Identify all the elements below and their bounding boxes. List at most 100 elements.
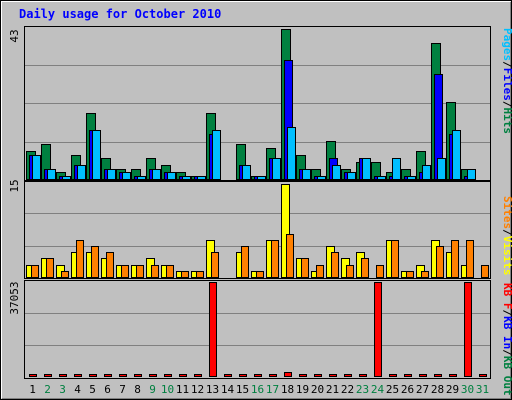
day-label: 6 [104, 383, 111, 396]
pages-bar-day-16 [257, 176, 266, 180]
sites-bar-day-10 [166, 265, 174, 278]
sites-bar-day-5 [91, 246, 99, 278]
sites-bar-day-7 [121, 265, 129, 278]
pages-bar-day-8 [137, 176, 146, 180]
pages-bar-day-13 [212, 130, 221, 180]
pages-bar-day-1 [32, 155, 41, 180]
pages-bar-day-20 [317, 176, 326, 180]
pages-bar-day-23 [362, 158, 371, 180]
sites-bar-day-25 [391, 240, 399, 278]
sites-bar-day-13 [211, 252, 219, 278]
kbf-bar-day-15 [239, 374, 247, 377]
kbf-bar-day-13 [209, 282, 217, 377]
kbf-bar-day-2 [44, 374, 52, 377]
kbf-bar-day-7 [119, 374, 127, 377]
kbf-bar-day-20 [314, 374, 322, 377]
sites-bar-day-21 [331, 252, 339, 278]
pages-bar-day-29 [452, 130, 461, 180]
kbf-bar-day-6 [104, 374, 112, 377]
kbf-bar-day-27 [419, 374, 427, 377]
sites-bar-day-27 [421, 271, 429, 278]
kbf-bar-day-30 [464, 282, 472, 377]
kbf-bar-day-16 [254, 374, 262, 377]
legend-kbin: KB In [501, 316, 512, 349]
kbf-bar-day-1 [29, 374, 37, 377]
pages-bar-day-30 [467, 169, 476, 180]
kbf-bar-day-29 [449, 374, 457, 377]
day-label: 24 [371, 383, 385, 396]
day-label: 10 [161, 383, 174, 396]
pages-bar-day-22 [347, 172, 356, 180]
panel2-ymax-label: 15 [8, 179, 21, 192]
kbf-bar-day-3 [59, 374, 67, 377]
day-label: 19 [296, 383, 309, 396]
legend-visits: Visits [501, 236, 512, 276]
day-label: 16 [251, 383, 264, 396]
pages-bar-day-7 [122, 172, 131, 180]
pages-bar-day-3 [62, 176, 71, 180]
day-label: 7 [119, 383, 126, 396]
legend-hits: Hits [501, 108, 512, 135]
kbf-bar-day-22 [344, 374, 352, 377]
pages-bar-day-2 [47, 169, 56, 180]
panel-3-frame [24, 280, 491, 379]
sites-bar-day-9 [151, 265, 159, 278]
day-label: 14 [221, 383, 235, 396]
day-label: 9 [149, 383, 156, 396]
bars [26, 29, 489, 377]
kbf-bar-day-26 [404, 374, 412, 377]
sites-bar-day-6 [106, 252, 114, 278]
kbf-bar-day-9 [149, 374, 157, 377]
sites-bar-day-30 [466, 240, 474, 278]
legend-slash: / [501, 229, 512, 236]
panel3-legend: KB F/KB In/KB Out [501, 283, 512, 396]
sites-bar-day-23 [361, 258, 369, 278]
legend-files: Files [501, 68, 512, 101]
sites-bar-day-12 [196, 271, 204, 278]
day-label: 27 [416, 383, 429, 396]
pages-bar-day-10 [167, 172, 176, 180]
pages-bar-day-24 [377, 176, 386, 180]
sites-bar-day-11 [181, 271, 189, 278]
panel1-ymax-label: 43 [8, 29, 21, 42]
sites-bar-day-2 [46, 258, 54, 278]
pages-bar-day-9 [152, 169, 161, 180]
day-label: 17 [266, 383, 279, 396]
pages-bar-day-15 [242, 165, 251, 180]
day-label: 1 [29, 383, 36, 396]
legend-kbf: KB F [501, 283, 512, 310]
sites-bar-day-15 [241, 246, 249, 278]
pages-bar-day-27 [422, 165, 431, 180]
day-label: 28 [431, 383, 444, 396]
legend-slash: / [501, 349, 512, 356]
day-label: 31 [476, 383, 489, 396]
day-label: 11 [176, 383, 189, 396]
sites-bar-day-20 [316, 265, 324, 278]
kbf-bar-day-10 [164, 374, 172, 377]
kbf-bar-day-25 [389, 374, 397, 377]
sites-bar-day-22 [346, 265, 354, 278]
day-label: 13 [206, 383, 219, 396]
day-label: 15 [236, 383, 249, 396]
panels [24, 26, 491, 379]
pages-bar-day-4 [77, 165, 86, 180]
kbf-bar-day-5 [89, 374, 97, 377]
day-label: 26 [401, 383, 414, 396]
pages-bar-day-19 [302, 169, 311, 180]
day-label: 21 [326, 383, 339, 396]
day-label: 30 [461, 383, 474, 396]
day-label: 3 [59, 383, 66, 396]
sites-bar-day-3 [61, 271, 69, 278]
sites-bar-day-24 [376, 265, 384, 278]
day-label: 8 [134, 383, 141, 396]
kbf-bar-day-19 [299, 374, 307, 377]
legend-sites: Sites [501, 196, 512, 229]
sites-bar-day-4 [76, 240, 84, 278]
kbf-bar-day-12 [194, 374, 202, 377]
sites-bar-day-29 [451, 240, 459, 278]
kbf-bar-day-14 [224, 374, 232, 377]
sites-bar-day-17 [271, 240, 279, 278]
